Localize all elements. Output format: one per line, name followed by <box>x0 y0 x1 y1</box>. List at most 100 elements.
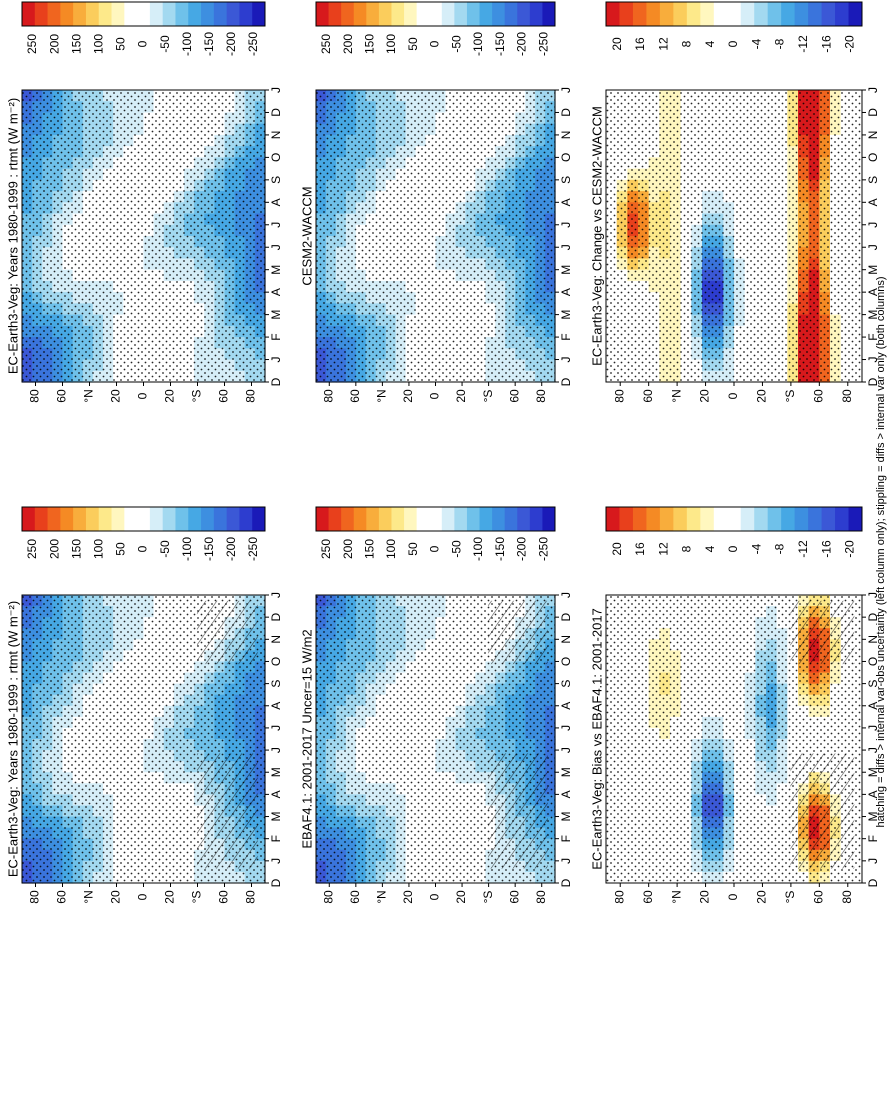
lat-tick-label: 60 <box>641 890 655 904</box>
colorbar-swatch <box>175 2 189 26</box>
colorbar-tick-label: -16 <box>819 35 833 53</box>
colorbar-swatch <box>835 507 850 531</box>
colorbar-swatch <box>492 2 506 26</box>
colorbar-tick-label: 0 <box>726 545 740 552</box>
lat-tick-label: 80 <box>840 890 854 904</box>
colorbar-tick-label: -150 <box>493 32 507 56</box>
colorbar-swatch <box>492 507 506 531</box>
colorbar-tick-label: 200 <box>47 539 61 559</box>
colorbar-swatch <box>162 2 176 26</box>
colorbar-tick-label: -250 <box>246 537 260 561</box>
colorbar-swatch <box>353 507 367 531</box>
colorbar-tick-label: 100 <box>384 539 398 559</box>
month-tick-label: F <box>559 835 573 842</box>
colorbar-swatch <box>619 507 634 531</box>
colorbar-swatch <box>619 2 634 26</box>
colorbar-tick-label: -100 <box>180 32 194 56</box>
stippling-overlay <box>316 90 555 382</box>
colorbar-tick-label: -150 <box>202 537 216 561</box>
lat-tick-label: 20 <box>163 890 177 904</box>
colorbar-tick-label: -100 <box>471 537 485 561</box>
month-tick-label: M <box>866 310 880 320</box>
colorbar-swatch <box>835 2 850 26</box>
colorbar-tick-label: 20 <box>610 542 624 556</box>
lat-tick-label: 60 <box>507 389 521 403</box>
colorbar-tick-label: -200 <box>515 32 529 56</box>
colorbar-tick-label: -8 <box>773 543 787 554</box>
month-tick-label: J <box>269 244 283 250</box>
colorbar-swatch <box>124 507 138 531</box>
month-tick-label: O <box>269 657 283 666</box>
lat-tick-label: 60 <box>641 389 655 403</box>
colorbar-swatch <box>441 507 455 531</box>
colorbar-tick-label: -200 <box>515 537 529 561</box>
colorbar-tick-label: -150 <box>493 537 507 561</box>
month-tick-label: M <box>269 767 283 777</box>
colorbar-swatch <box>328 507 342 531</box>
lat-tick-label: 80 <box>612 389 626 403</box>
colorbar-swatch <box>542 507 556 531</box>
colorbar-swatch <box>504 507 518 531</box>
colorbar-tick-label: -250 <box>246 32 260 56</box>
lat-tick-label: 20 <box>698 389 712 403</box>
colorbar-swatch <box>73 2 87 26</box>
month-tick-label: J <box>866 357 880 363</box>
colorbar-tick-label: -16 <box>819 540 833 558</box>
month-tick-label: J <box>269 747 283 753</box>
month-tick-label: A <box>866 702 880 710</box>
month-tick-label: A <box>269 198 283 206</box>
colorbar-swatch <box>226 2 240 26</box>
month-tick-label: J <box>866 222 880 228</box>
colorbar-swatch <box>821 2 836 26</box>
lat-tick-label: °S <box>783 390 797 403</box>
colorbar-tick-label: 200 <box>47 34 61 54</box>
month-tick-label: F <box>866 333 880 340</box>
lat-tick-label: 20 <box>109 890 123 904</box>
lat-tick-label: 60 <box>348 890 362 904</box>
lat-tick-label: 20 <box>755 890 769 904</box>
month-tick-label: M <box>269 265 283 275</box>
colorbar-swatch <box>466 507 481 531</box>
month-tick-label: M <box>866 812 880 822</box>
colorbar-tick-label: 250 <box>319 34 333 54</box>
lat-tick-label: °N <box>669 890 683 903</box>
lat-tick-label: 20 <box>755 389 769 403</box>
month-tick-label: A <box>559 198 573 206</box>
month-tick-label: D <box>559 108 573 117</box>
lat-tick-label: 0 <box>726 392 740 399</box>
colorbar-swatch <box>60 507 74 531</box>
colorbar-tick-label: 0 <box>136 40 150 47</box>
month-tick-label: M <box>559 812 573 822</box>
lat-tick-label: 60 <box>812 389 826 403</box>
lat-tick-label: 20 <box>401 389 415 403</box>
lat-tick-label: 0 <box>136 392 150 399</box>
colorbar-tick-label: 0 <box>428 40 442 47</box>
colorbar-swatch <box>848 507 863 531</box>
colorbar-tick-label: -12 <box>796 540 810 558</box>
colorbar-tick-label: 250 <box>319 539 333 559</box>
month-tick-label: D <box>866 878 880 887</box>
colorbar-swatch <box>98 507 113 531</box>
colorbar-tick-label: -12 <box>796 35 810 53</box>
month-tick-label: D <box>559 612 573 621</box>
colorbar-swatch <box>149 507 164 531</box>
month-tick-label: A <box>866 288 880 296</box>
month-tick-label: O <box>559 153 573 162</box>
stippling-overlay <box>22 90 265 382</box>
month-tick-label: N <box>269 131 283 140</box>
month-tick-label: J <box>559 858 573 864</box>
month-tick-label: S <box>866 680 880 688</box>
colorbar-swatch <box>686 507 701 531</box>
lat-tick-label: 0 <box>136 893 150 900</box>
colorbar-tick-label: 100 <box>384 34 398 54</box>
lat-tick-label: 60 <box>217 389 231 403</box>
lat-tick-label: 80 <box>534 890 548 904</box>
colorbar-swatch <box>781 507 796 531</box>
colorbar-tick-label: -20 <box>843 540 857 558</box>
colorbar-swatch <box>686 2 701 26</box>
colorbar-swatch <box>239 2 253 26</box>
colorbar-swatch <box>239 507 253 531</box>
colorbar-tick-label: -200 <box>224 537 238 561</box>
colorbar-tick-label: -50 <box>449 35 463 53</box>
